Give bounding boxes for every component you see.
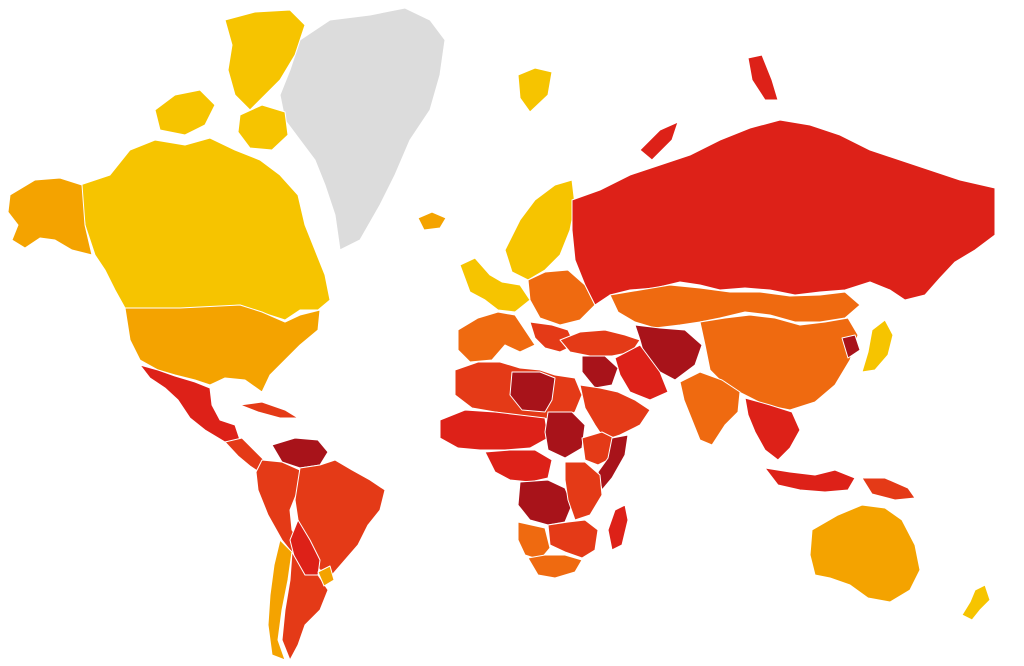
region-southeast-asia[interactable] bbox=[744, 397, 801, 461]
region-mexico[interactable] bbox=[139, 364, 241, 443]
region-somalia[interactable] bbox=[597, 434, 629, 491]
region-japan[interactable] bbox=[861, 319, 894, 373]
region-botswana-namibia[interactable] bbox=[517, 521, 551, 561]
region-north-korea[interactable] bbox=[841, 334, 861, 359]
region-canada[interactable] bbox=[79, 137, 331, 321]
region-sudan[interactable] bbox=[544, 411, 586, 459]
region-congo[interactable] bbox=[517, 479, 573, 526]
region-eastern-europe[interactable] bbox=[527, 269, 596, 326]
region-india[interactable] bbox=[679, 371, 741, 446]
region-sahel[interactable] bbox=[439, 409, 549, 451]
region-papua[interactable] bbox=[861, 477, 916, 501]
region-caribbean-cuba[interactable] bbox=[239, 401, 299, 419]
region-arabia[interactable] bbox=[579, 384, 651, 441]
region-scandinavia[interactable] bbox=[504, 179, 576, 281]
region-alaska[interactable] bbox=[7, 177, 93, 256]
region-russia-novaya-zemlya[interactable] bbox=[639, 121, 679, 161]
region-kazakhstan-mongolia[interactable] bbox=[609, 284, 861, 329]
region-greenland[interactable] bbox=[279, 7, 446, 251]
region-new-zealand[interactable] bbox=[961, 584, 991, 621]
region-russia[interactable] bbox=[571, 119, 996, 306]
region-russia-severnaya[interactable] bbox=[747, 54, 779, 101]
region-indonesia[interactable] bbox=[764, 467, 856, 493]
region-turkey-caucasus[interactable] bbox=[559, 329, 641, 357]
region-arctic-islands[interactable] bbox=[224, 9, 306, 111]
region-australia[interactable] bbox=[809, 504, 921, 603]
region-svalbard[interactable] bbox=[517, 67, 553, 113]
region-central-africa[interactable] bbox=[484, 449, 553, 483]
region-iberia-france-italy[interactable] bbox=[457, 311, 536, 363]
region-syria-iraq[interactable] bbox=[581, 355, 619, 389]
region-libya[interactable] bbox=[509, 371, 556, 413]
region-iran[interactable] bbox=[614, 344, 669, 401]
region-south-africa[interactable] bbox=[527, 554, 583, 579]
region-uruguay[interactable] bbox=[317, 565, 335, 587]
region-arctic-islands-3[interactable] bbox=[237, 104, 289, 151]
region-iceland[interactable] bbox=[417, 211, 447, 231]
region-arctic-islands-2[interactable] bbox=[154, 89, 216, 136]
region-argentina[interactable] bbox=[281, 551, 329, 661]
region-chile[interactable] bbox=[267, 539, 293, 661]
region-east-africa[interactable] bbox=[564, 461, 603, 521]
region-southern-africa[interactable] bbox=[547, 519, 599, 559]
region-madagascar[interactable] bbox=[607, 504, 629, 551]
